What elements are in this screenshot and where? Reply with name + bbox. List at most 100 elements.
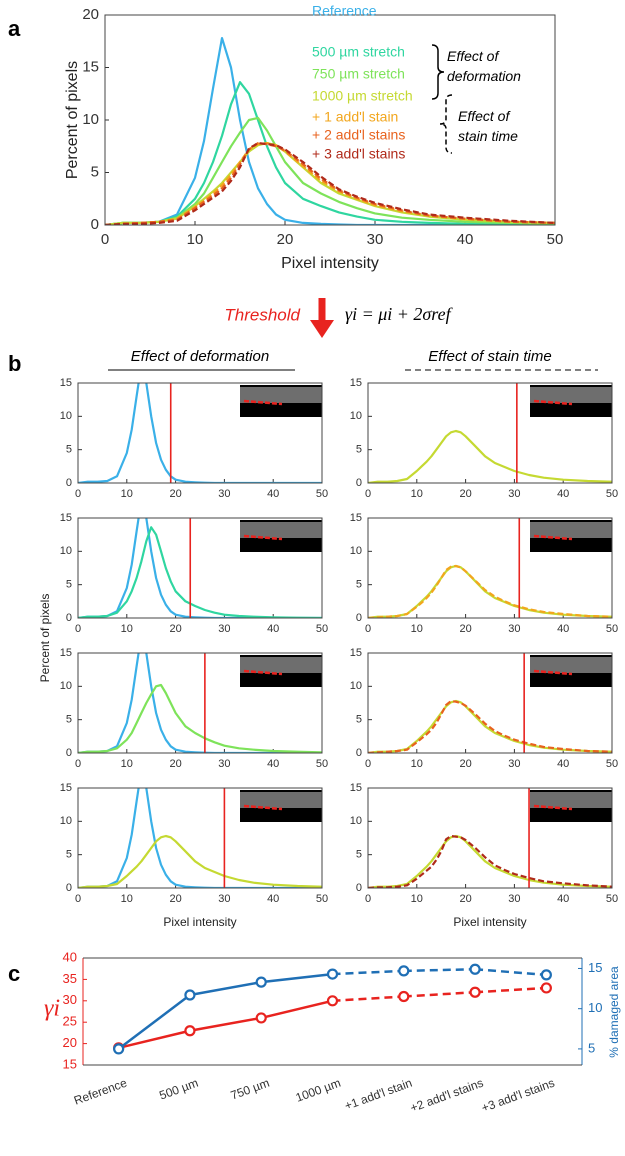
y-tick-label: 10 [82, 111, 99, 128]
y-tick-label: 10 [60, 545, 72, 557]
x-tick-label: 0 [75, 893, 81, 905]
plot-frame [367, 517, 613, 619]
x-tick-label: 10 [121, 893, 133, 905]
series-segment [332, 995, 404, 1003]
y-tick-label: 15 [350, 782, 362, 794]
inset [530, 655, 612, 687]
x-tick-label: 20 [169, 758, 181, 770]
x-tick-label: 50 [316, 623, 328, 635]
y-tick-label: 5 [356, 849, 362, 861]
series-line [105, 142, 555, 225]
y-tick-label: 15 [60, 512, 72, 524]
inset-damage [243, 669, 283, 676]
inset-damage [533, 534, 573, 541]
y2-tick-label: 15 [588, 960, 602, 975]
marker [326, 968, 339, 980]
marker [398, 965, 410, 977]
y-tick-label: 5 [66, 444, 72, 456]
y-tick-label: 15 [350, 647, 362, 659]
legend-entry: + 1 add'l stain [312, 109, 398, 125]
y-tick-label: 0 [66, 882, 72, 894]
series-line [105, 81, 555, 225]
x-tick-label: 750 µm [229, 1076, 272, 1103]
series-line [78, 526, 322, 618]
y-tick-label: 5 [356, 444, 362, 456]
plot-frame [77, 787, 323, 889]
x-tick-label: 40 [557, 623, 569, 635]
y-tick-label: 5 [66, 579, 72, 591]
x-tick-label: 20 [459, 758, 471, 770]
x-tick-label: 30 [508, 893, 520, 905]
y-tick-label: 15 [350, 377, 362, 389]
marker [469, 963, 481, 975]
x-tick-label: 40 [557, 488, 569, 500]
x-tick-label: 0 [365, 893, 371, 905]
series-segment [261, 972, 333, 984]
legend-entry: Reference [312, 3, 377, 19]
x-tick-label: 50 [606, 893, 618, 905]
x-tick-label: 0 [365, 623, 371, 635]
marker [398, 990, 410, 1003]
series-line [78, 834, 322, 888]
series-line [368, 429, 612, 483]
y-tick-label: 25 [63, 1014, 77, 1029]
x-tick-label: 40 [457, 231, 474, 248]
y-tick-label: 0 [356, 882, 362, 894]
x-tick-label: 50 [606, 758, 618, 770]
x-tick-label: 20 [459, 623, 471, 635]
y-axis-label: Percent of pixels [38, 594, 52, 683]
x-tick-label: 30 [218, 893, 230, 905]
x-axis-label: Pixel intensity [453, 915, 526, 929]
plot-frame [77, 517, 323, 619]
x-tick-label: 40 [557, 758, 569, 770]
x-tick-label: 0 [75, 758, 81, 770]
x-tick-label: 0 [365, 488, 371, 500]
y-tick-label: 15 [60, 647, 72, 659]
y-tick-label: 35 [63, 971, 77, 986]
series-line [368, 834, 612, 888]
x-tick-label: 40 [267, 893, 279, 905]
x-tick-label: 30 [508, 488, 520, 500]
x-tick-label: 40 [267, 623, 279, 635]
y-tick-label: 10 [60, 410, 72, 422]
series-segment [260, 999, 333, 1020]
x-tick-label: Reference [72, 1076, 129, 1108]
inset-tissue [530, 657, 612, 673]
y-tick-label: 10 [350, 680, 362, 692]
x-axis-label: Pixel intensity [281, 255, 379, 272]
x-tick-label: 50 [316, 893, 328, 905]
series-segment [403, 990, 476, 998]
x-tick-label: 30 [218, 623, 230, 635]
legend-entry: 500 µm stretch [312, 44, 405, 60]
x-tick-label: 10 [121, 623, 133, 635]
series-segment [403, 968, 476, 973]
series-line [368, 564, 612, 618]
marker [113, 1043, 125, 1055]
x-tick-label: 50 [316, 488, 328, 500]
annotation: Effect of deformation [447, 48, 521, 84]
y-tick-label: 0 [91, 216, 99, 233]
series-line [78, 518, 322, 618]
y-tick-label: 15 [63, 1056, 77, 1071]
y-tick-label: 5 [356, 579, 362, 591]
x-tick-label: 40 [267, 758, 279, 770]
inset [240, 655, 322, 687]
x-axis-label: Pixel intensity [163, 915, 236, 929]
x-tick-label: 1000 µm [294, 1076, 343, 1105]
x-tick-label: 40 [267, 488, 279, 500]
inset [240, 385, 322, 417]
inset [240, 520, 322, 552]
x-tick-label: 10 [121, 488, 133, 500]
inset-tissue [240, 387, 322, 403]
y-axis-label: Percent of pixels [64, 61, 81, 179]
plot-frame [77, 652, 323, 754]
inset [240, 790, 322, 822]
series-line [78, 383, 322, 483]
y-axis-label: γi [44, 996, 60, 1022]
x-tick-label: 0 [75, 623, 81, 635]
series-segment [118, 1029, 191, 1050]
plot-frame [367, 787, 613, 889]
inset [530, 790, 612, 822]
